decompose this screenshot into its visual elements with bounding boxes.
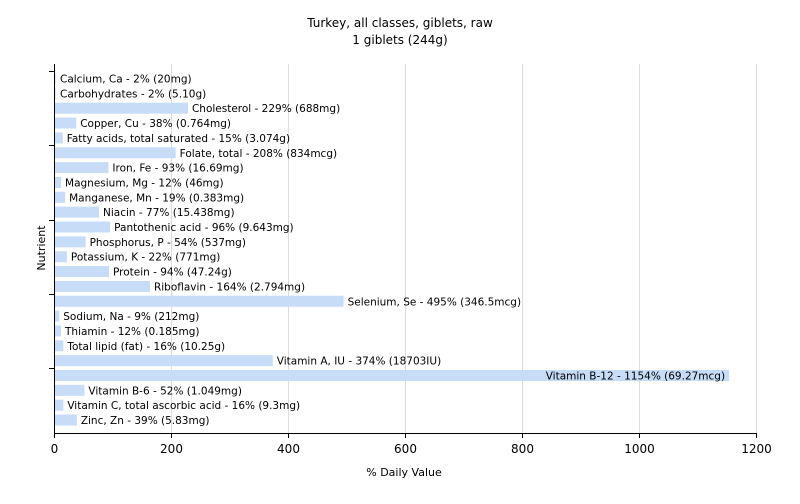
bar [55,191,66,203]
bar [55,251,67,263]
y-axis-title: Nutrient [35,225,48,271]
x-tick-label: 1000 [624,442,655,456]
bar-label: Vitamin B-12 - 1154% (69.27mcg) [546,371,725,383]
bar [55,87,56,99]
bar [55,147,176,159]
bar-label: Carbohydrates - 2% (5.10g) [60,88,206,100]
bar [55,295,344,307]
bar [55,340,64,352]
x-tick-label: 200 [160,442,183,456]
bar-label: Niacin - 77% (15.438mg) [103,207,235,219]
bar-label: Thiamin - 12% (0.185mg) [64,326,200,338]
axes: 0 200 400 600 800 1000 1200 [49,64,772,456]
bar [55,132,63,144]
bar [55,325,62,337]
bar [55,117,77,129]
bar-label: Cholesterol - 229% (688mg) [192,103,340,115]
bar-label: Protein - 94% (47.24g) [113,267,232,279]
bar [55,73,56,84]
bar-label: Total lipid (fat) - 16% (10.25g) [66,341,225,353]
chart-title: Turkey, all classes, giblets, raw [306,16,493,30]
bar-label: Zinc, Zn - 39% (5.83mg) [81,415,210,427]
bar [55,102,188,114]
x-tick-label: 1200 [741,442,772,456]
bar [55,399,64,411]
chart-subtitle: 1 giblets (244g) [352,33,447,47]
bar-label: Riboflavin - 164% (2.794mg) [154,281,305,293]
bar-label: Potassium, K - 22% (771mg) [71,252,221,264]
bar [55,176,62,188]
x-tick-label: 600 [394,442,417,456]
bar-label: Vitamin B-6 - 52% (1.049mg) [88,385,242,397]
bar [55,221,111,233]
bar-label: Vitamin A, IU - 374% (18703IU) [277,356,441,368]
bar-label: Copper, Cu - 38% (0.764mg) [80,118,231,130]
bar-label: Pantothenic acid - 96% (9.643mg) [114,222,293,234]
bar-label: Calcium, Ca - 2% (20mg) [60,74,192,86]
bar-label: Selenium, Se - 495% (346.5mcg) [348,296,522,308]
x-tick-label: 400 [277,442,300,456]
bar [55,370,730,381]
bar-labels: Calcium, Ca - 2% (20mg) Carbohydrates - 2… [60,74,725,428]
x-axis-title: % Daily Value [366,466,442,479]
bar-label: Fatty acids, total saturated - 15% (3.07… [67,133,290,145]
bar [55,236,86,248]
bar-label: Sodium, Na - 9% (212mg) [63,311,199,323]
x-tick-label: 800 [511,442,534,456]
bar [55,355,273,367]
bar [55,280,150,292]
bar-label: Folate, total - 208% (834mcg) [180,148,337,160]
bar [55,310,60,322]
bar-label: Magnesium, Mg - 12% (46mg) [65,177,224,189]
bar [55,206,100,218]
bar [55,162,109,174]
bar [55,414,77,426]
bar [55,266,109,278]
bar-label: Phosphorus, P - 54% (537mg) [90,237,246,249]
bars [55,73,730,426]
bar [55,384,85,396]
bar-label: Manganese, Mn - 19% (0.383mg) [69,192,244,204]
bar-label: Vitamin C, total ascorbic acid - 16% (9.… [67,400,300,412]
x-tick-label: 0 [51,442,59,456]
bar-label: Iron, Fe - 93% (16.69mg) [112,163,243,175]
